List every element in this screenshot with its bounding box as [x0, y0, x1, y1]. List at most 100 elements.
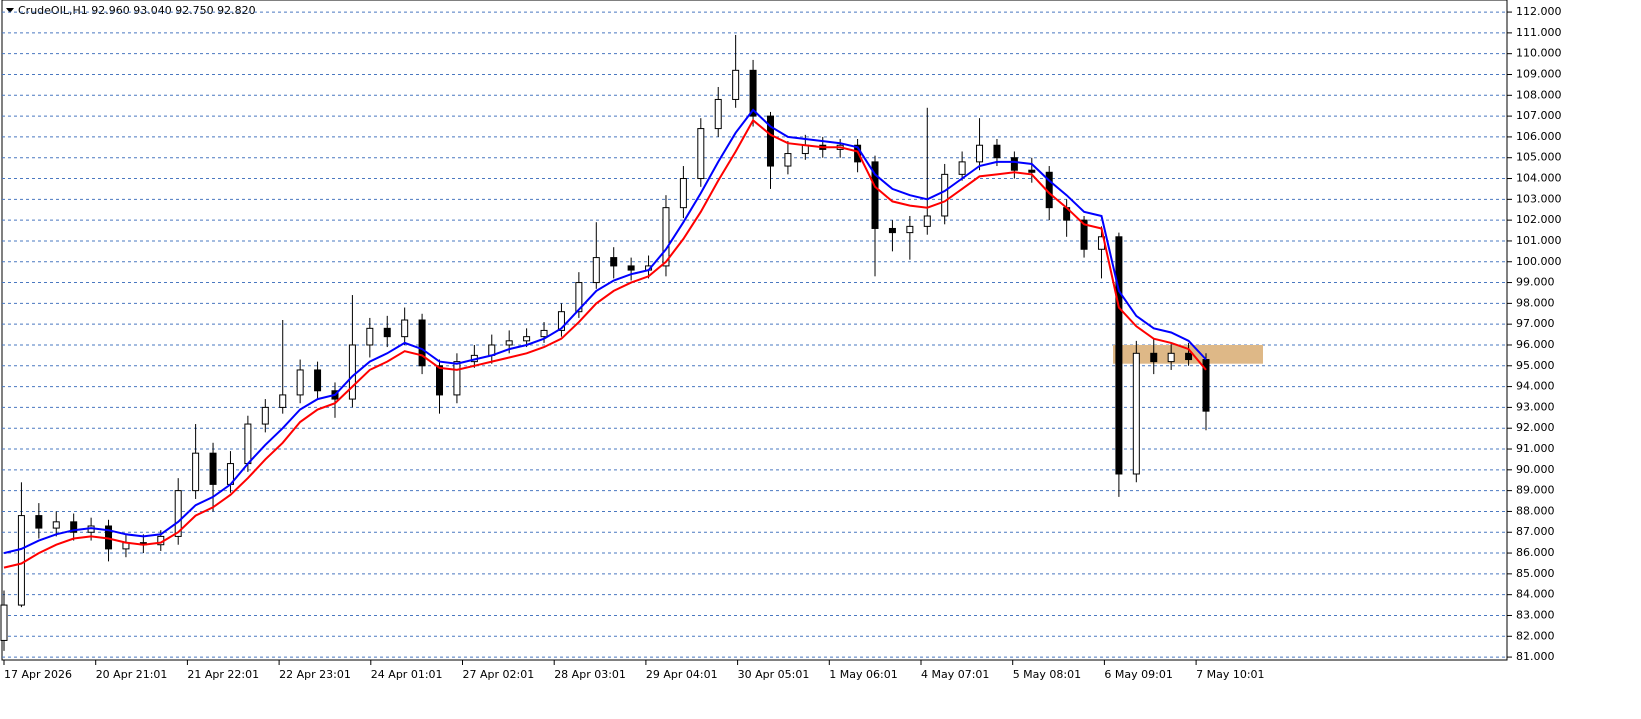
y-tick-label: 83.000: [1516, 608, 1555, 621]
candle-body: [1167, 352, 1175, 363]
candle-body: [279, 394, 287, 408]
chart-title: CrudeOIL,H1 92.960 93.040 92.750 92.820: [18, 4, 256, 17]
x-tick-label: 22 Apr 23:01: [279, 668, 351, 681]
candle-body: [401, 319, 409, 338]
candle-body: [52, 521, 60, 529]
candle-body: [453, 361, 461, 396]
y-tick-label: 88.000: [1516, 504, 1555, 517]
y-tick-label: 82.000: [1516, 629, 1555, 642]
candle-body: [70, 521, 78, 533]
x-tick-label: 21 Apr 22:01: [187, 668, 259, 681]
y-tick-label: 84.000: [1516, 588, 1555, 601]
y-tick-label: 91.000: [1516, 442, 1555, 455]
candle-body: [1185, 352, 1193, 361]
candle-body: [261, 406, 269, 425]
y-tick-label: 107.000: [1516, 109, 1562, 122]
y-tick-label: 95.000: [1516, 359, 1555, 372]
x-tick-label: 6 May 09:01: [1104, 668, 1172, 681]
candle-body: [993, 144, 1001, 159]
y-tick-label: 105.000: [1516, 151, 1562, 164]
x-tick-label: 5 May 08:01: [1013, 668, 1081, 681]
y-tick-label: 93.000: [1516, 400, 1555, 413]
candle-body: [610, 257, 618, 267]
candle-body: [592, 257, 600, 284]
y-tick-label: 112.000: [1516, 5, 1562, 18]
candle-body: [627, 265, 635, 271]
y-tick-label: 99.000: [1516, 276, 1555, 289]
x-tick-label: 20 Apr 21:01: [96, 668, 168, 681]
candle-body: [976, 144, 984, 163]
candle-body: [714, 98, 722, 130]
y-tick-label: 102.000: [1516, 213, 1562, 226]
candle-body: [540, 329, 548, 338]
moving-average: [3, 118, 1207, 569]
y-tick-label: 86.000: [1516, 546, 1555, 559]
candle-body: [923, 215, 931, 227]
candle-body: [348, 344, 356, 400]
y-tick-label: 110.000: [1516, 47, 1562, 60]
y-tick-label: 101.000: [1516, 234, 1562, 247]
x-tick-label: 30 Apr 05:01: [738, 668, 810, 681]
candle-body: [766, 115, 774, 167]
candle-body: [296, 369, 304, 396]
x-tick-label: 28 Apr 03:01: [554, 668, 626, 681]
candle-body: [1150, 352, 1158, 363]
candle-body: [958, 161, 966, 175]
y-tick-label: 89.000: [1516, 484, 1555, 497]
candle-body: [557, 311, 565, 331]
y-tick-label: 100.000: [1516, 255, 1562, 268]
candle-body: [749, 69, 757, 117]
candle-body: [0, 604, 8, 641]
candle-body: [941, 173, 949, 217]
y-tick-label: 85.000: [1516, 567, 1555, 580]
y-tick-label: 92.000: [1516, 421, 1555, 434]
candle-body: [174, 490, 182, 537]
x-tick-label: 27 Apr 02:01: [463, 668, 535, 681]
candle-body: [1080, 219, 1088, 250]
candle-body: [1028, 169, 1036, 173]
candle-body: [575, 282, 583, 313]
candle-body: [383, 327, 391, 338]
candle-body: [662, 207, 670, 267]
candle-body: [436, 365, 444, 396]
candle-body: [1132, 352, 1140, 475]
moving-average: [3, 108, 1207, 555]
y-tick-label: 81.000: [1516, 650, 1555, 663]
y-tick-label: 111.000: [1516, 26, 1562, 39]
y-tick-label: 96.000: [1516, 338, 1555, 351]
candle-body: [784, 153, 792, 167]
y-tick-label: 103.000: [1516, 192, 1562, 205]
y-tick-label: 108.000: [1516, 88, 1562, 101]
candle-body: [679, 178, 687, 209]
menu-triangle: [6, 8, 14, 13]
y-tick-label: 97.000: [1516, 317, 1555, 330]
y-tick-label: 87.000: [1516, 525, 1555, 538]
candle-body: [523, 336, 531, 342]
x-tick-label: 29 Apr 04:01: [646, 668, 718, 681]
candle-body: [1202, 359, 1210, 412]
candle-body: [505, 340, 513, 346]
candle-body: [906, 225, 914, 234]
candle-body: [1115, 236, 1123, 475]
candle-body: [801, 144, 809, 155]
x-tick-label: 4 May 07:01: [921, 668, 989, 681]
y-tick-label: 104.000: [1516, 172, 1562, 185]
candle-body: [871, 161, 879, 229]
candle-body: [35, 515, 43, 529]
candle-body: [366, 327, 374, 346]
candle-body: [314, 369, 322, 392]
candle-body: [732, 69, 740, 100]
y-tick-label: 106.000: [1516, 130, 1562, 143]
candle-body: [418, 319, 426, 367]
x-tick-label: 1 May 06:01: [829, 668, 897, 681]
y-tick-label: 109.000: [1516, 67, 1562, 80]
y-tick-label: 98.000: [1516, 296, 1555, 309]
candle-body: [192, 452, 200, 492]
x-tick-label: 7 May 10:01: [1196, 668, 1264, 681]
y-tick-label: 90.000: [1516, 463, 1555, 476]
x-tick-label: 24 Apr 01:01: [371, 668, 443, 681]
candle-body: [697, 128, 705, 180]
candle-body: [1010, 157, 1018, 171]
candle-body: [244, 423, 252, 465]
